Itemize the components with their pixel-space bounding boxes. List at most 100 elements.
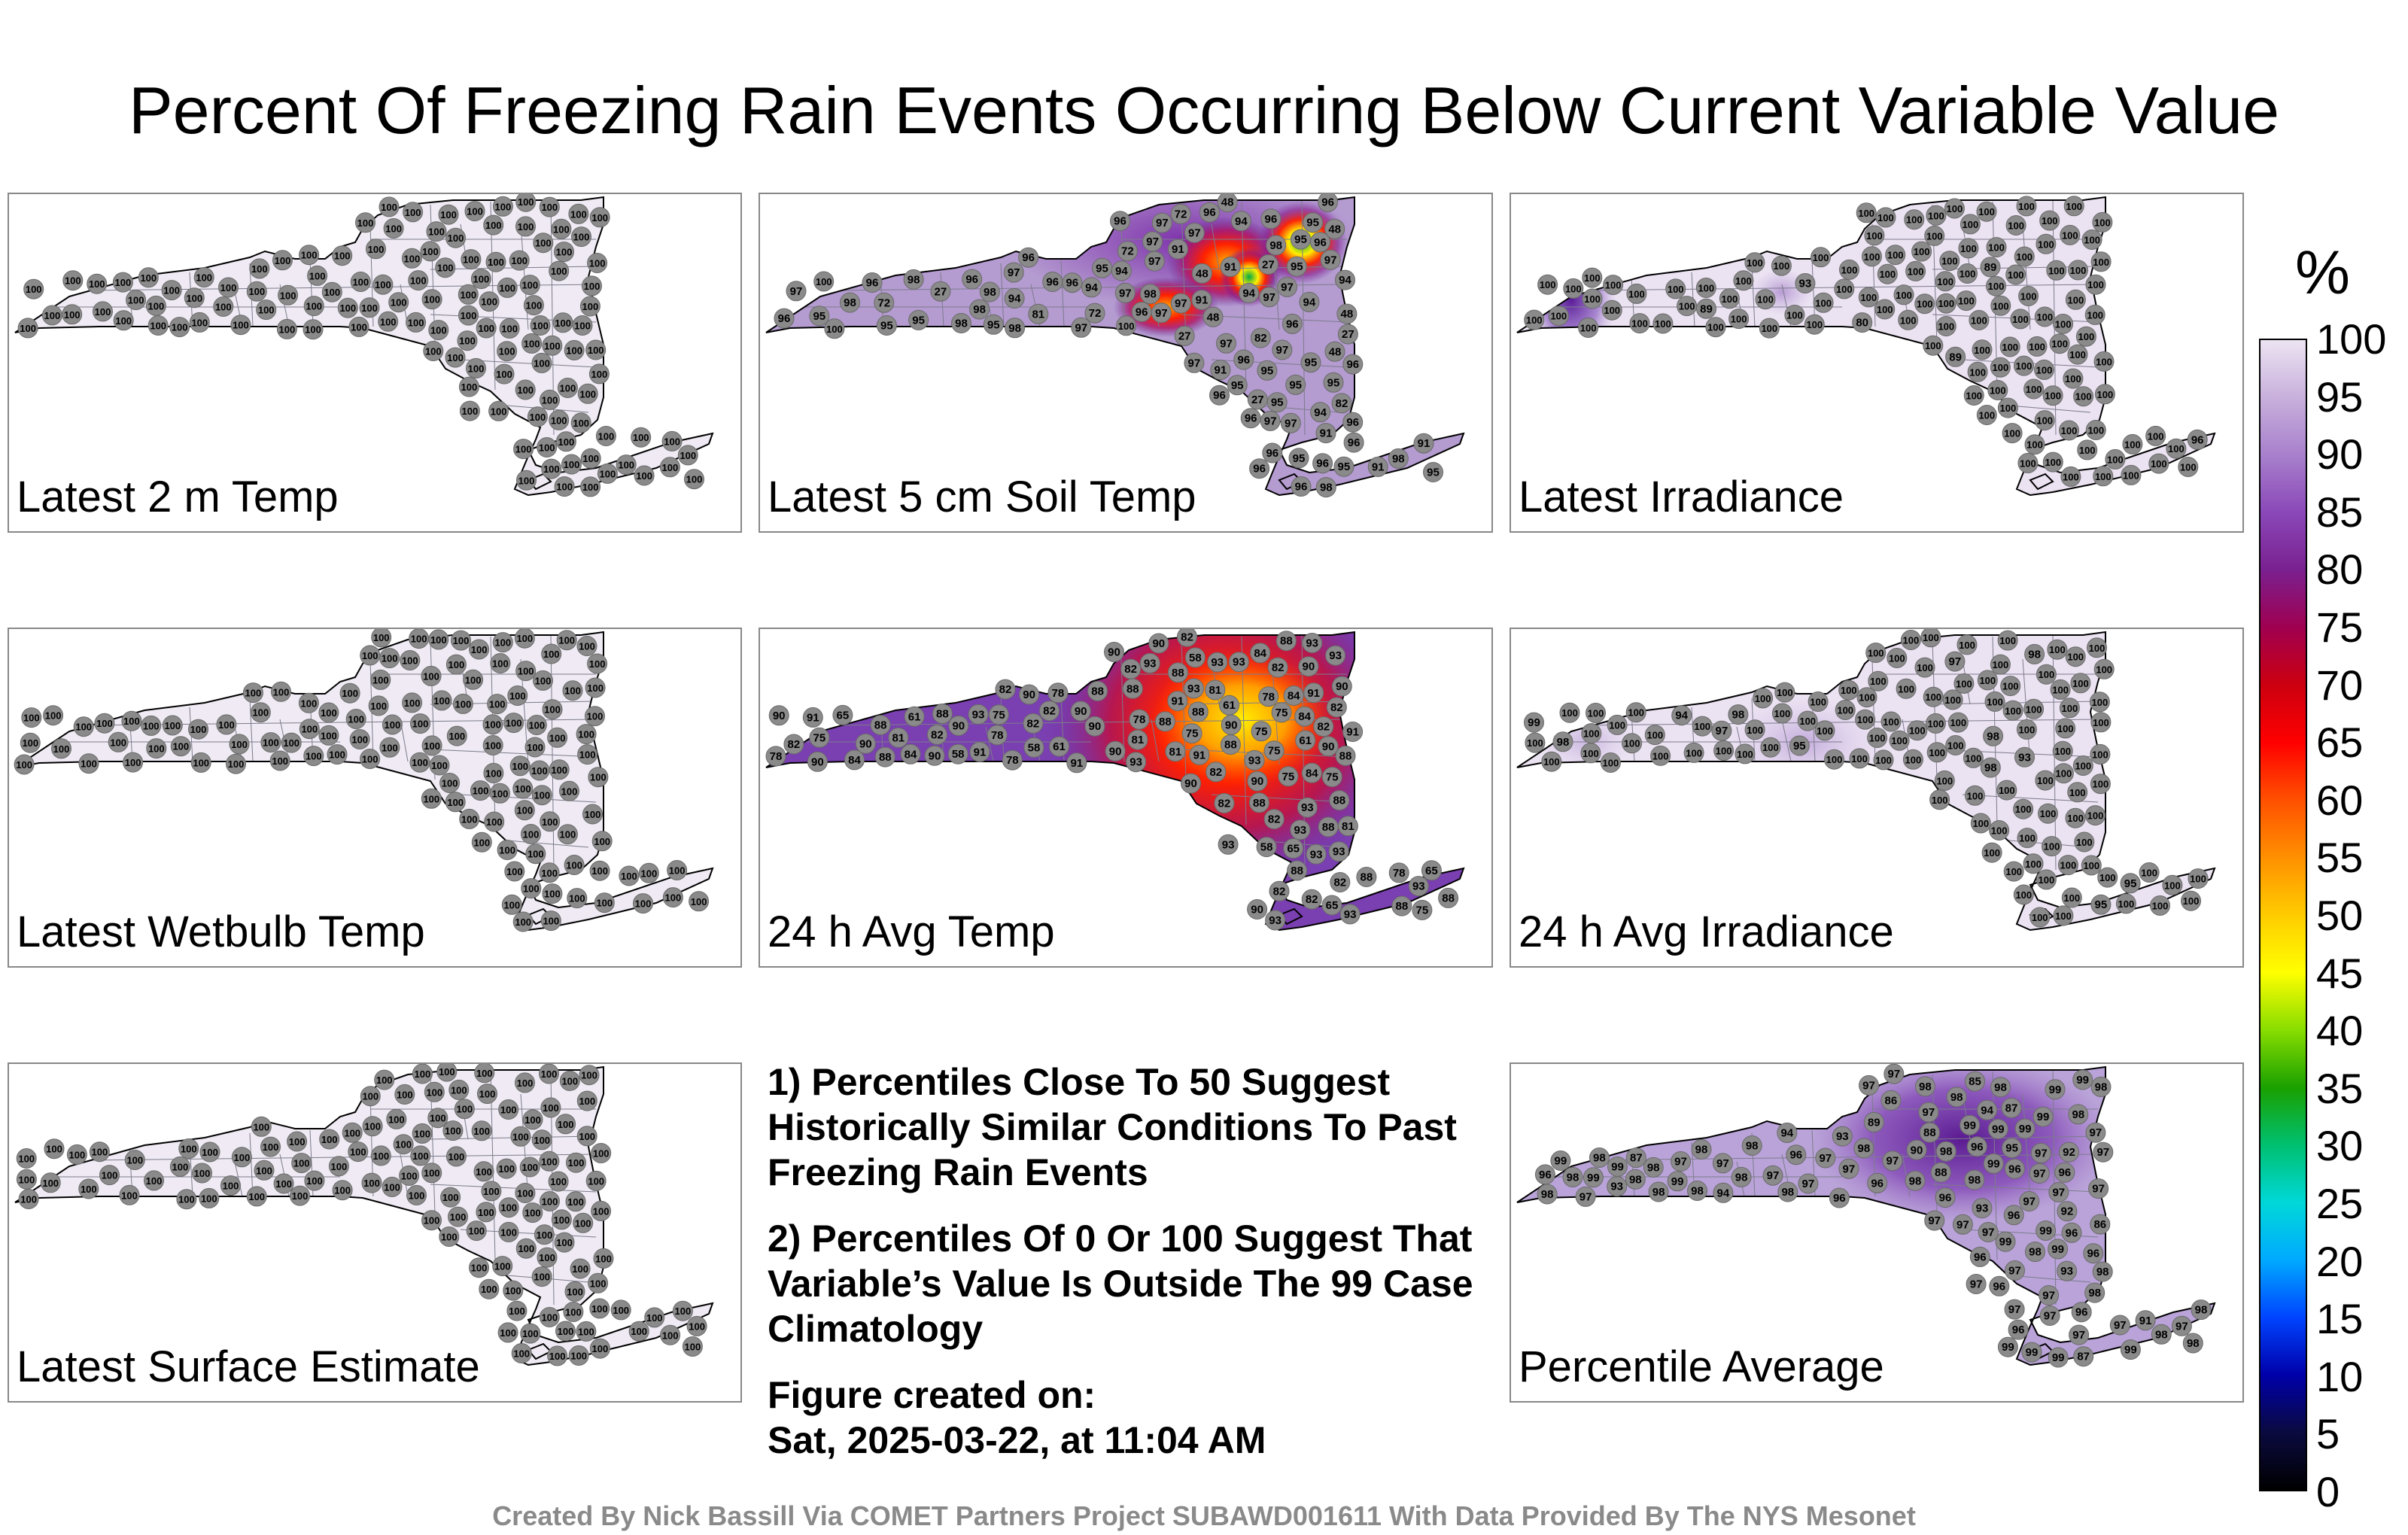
station-value: 100 [826,324,843,335]
station-value: 100 [1561,707,1578,719]
station-dot [399,1165,420,1186]
station-dot [2097,867,2118,888]
station-value: 100 [42,1178,59,1189]
station-value: 100 [556,482,573,493]
station-value: 82 [1272,661,1285,674]
colorbar-tick: 50 [2316,892,2364,939]
station-value: 100 [1735,275,1752,287]
station-marker: 100 [2014,355,2034,376]
station-dot [1987,1119,2008,1139]
station-marker: 100 [476,318,497,339]
station-marker: 100 [470,269,491,290]
station-dot [2024,643,2045,664]
station-marker: 100 [93,301,113,322]
map-percentile-average: 9798979797979491939392909796888793898893… [1516,1064,2216,1368]
station-dot [634,465,655,486]
station-value: 75 [1326,771,1339,784]
station-marker: 100 [570,1258,591,1279]
station-value: 100 [2190,874,2206,885]
station-value: 82 [931,728,944,741]
station-dot [1062,272,1083,293]
station-marker: 97 [1712,1153,1733,1174]
station-value: 97 [1146,236,1159,248]
station-dot [1665,278,1686,299]
station-value: 100 [2180,462,2197,473]
station-marker: 100 [439,773,461,793]
station-marker: 100 [479,1278,500,1299]
station-dot [2042,836,2062,857]
station-dot [2023,698,2045,719]
panel-label: Latest Irradiance [1519,473,1844,521]
station-dot [840,292,860,313]
station-value: 100 [1864,251,1880,263]
station-marker: 95 [1286,256,1307,277]
station-dot [2093,466,2114,487]
station-marker: 94 [1004,288,1025,309]
station-dot [458,305,479,326]
station-value: 98 [2029,1246,2042,1259]
station-value: 100 [2005,705,2021,716]
station-marker: 100 [362,1116,383,1137]
station-value: 99 [1587,1172,1600,1184]
county-border [460,359,597,368]
station-value: 86 [2093,1218,2106,1231]
station-value: 93 [1248,754,1261,767]
station-value: 27 [1342,328,1354,341]
station-marker: 88 [1248,792,1269,813]
station-dot [2034,410,2055,431]
station-value: 100 [16,759,32,771]
station-marker: 100 [66,1144,87,1165]
station-marker: 98 [1648,1181,1669,1202]
station-dot [379,196,400,217]
station-marker: 48 [1202,306,1224,327]
station-dot [496,1158,517,1179]
station-dot [1324,218,1345,239]
station-dot [459,808,480,829]
station-dot [423,341,444,361]
station-value: 100 [506,866,523,877]
station-marker: 100 [580,476,601,497]
station-marker: 100 [2121,464,2142,485]
station-marker: 100 [2010,309,2031,330]
station-marker: 100 [515,1072,535,1093]
station-value: 82 [999,683,1012,696]
station-dot [1990,1077,2011,1098]
station-marker: 78 [1388,862,1409,883]
station-value: 94 [1675,710,1688,722]
station-marker: 97 [1978,1222,1999,1242]
station-marker: 91 [1167,239,1188,260]
station-value: 100 [1550,311,1567,322]
station-dot [616,454,637,476]
station-marker: 100 [482,714,503,735]
station-marker: 99 [1607,1156,1628,1177]
station-value: 97 [2090,1126,2102,1139]
station-marker: 61 [1295,730,1316,751]
station-dot [1980,257,2001,278]
station-marker: 100 [2046,260,2067,281]
station-marker: 93 [1328,841,1349,862]
station-marker: 99 [1983,1153,2004,1174]
station-value: 100 [585,809,601,820]
station-marker: 100 [1967,361,1988,382]
station-value: 100 [279,324,296,335]
station-marker: 90 [924,745,945,766]
station-value: 75 [1268,745,1281,758]
station-marker: 98 [951,313,971,333]
station-value: 95 [1289,378,1302,391]
station-value: 100 [178,1194,195,1205]
station-dot [1997,397,2018,418]
station-dot [1165,741,1186,762]
station-value: 100 [512,1131,529,1142]
station-dot [554,1232,575,1253]
station-marker: 100 [533,233,554,254]
station-dot [498,1221,519,1242]
station-value: 100 [1978,410,1995,421]
station-marker: 97 [1944,651,1966,672]
station-dot [372,274,394,295]
station-marker: 100 [1935,293,1956,314]
station-dot [1184,352,1205,373]
station-dot [1996,780,2017,801]
station-dot [511,1343,532,1363]
station-marker: 100 [1665,278,1686,299]
station-dot [1265,910,1286,931]
